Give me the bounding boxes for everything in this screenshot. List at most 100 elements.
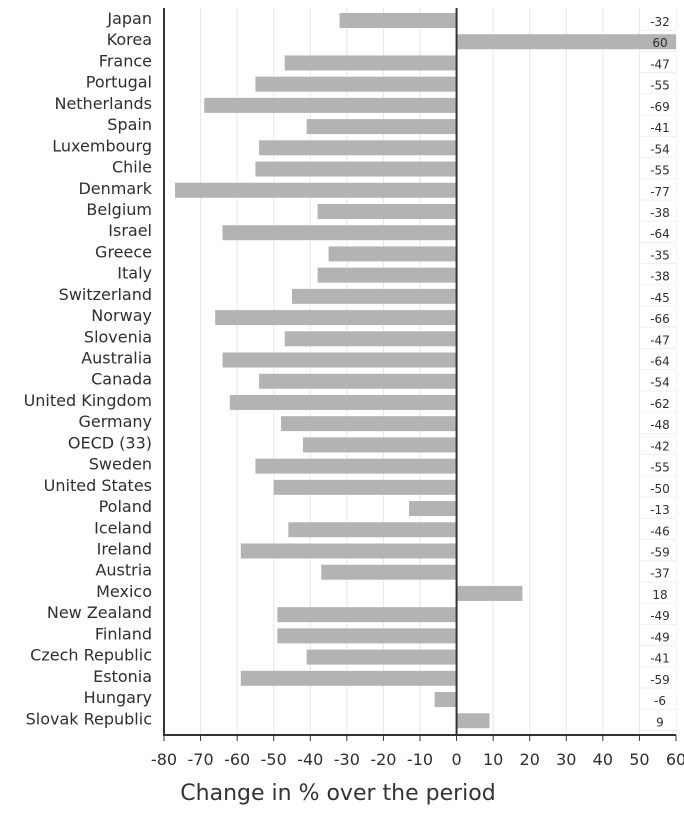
category-label: Germany bbox=[78, 412, 152, 431]
category-label: United States bbox=[44, 476, 152, 495]
category-label: Ireland bbox=[97, 540, 152, 559]
value-label: -59 bbox=[650, 546, 670, 560]
axes bbox=[163, 8, 677, 741]
x-tick-label: -30 bbox=[334, 750, 360, 769]
value-label: -49 bbox=[650, 609, 670, 623]
bar bbox=[434, 692, 457, 708]
category-label: Korea bbox=[107, 30, 152, 49]
bar bbox=[215, 310, 457, 326]
value-label: -47 bbox=[650, 57, 670, 71]
value-label: -41 bbox=[650, 121, 670, 135]
value-label: -55 bbox=[650, 164, 670, 178]
bar bbox=[204, 97, 457, 113]
value-labels: -3260-47-55-69-41-54-55-77-38-64-35-38-4… bbox=[650, 15, 670, 729]
value-label: -64 bbox=[650, 355, 670, 369]
x-tick-label: 40 bbox=[593, 750, 613, 769]
bar bbox=[277, 607, 457, 623]
category-label: United Kingdom bbox=[24, 391, 152, 410]
category-label: Norway bbox=[91, 306, 152, 325]
category-label: Switzerland bbox=[59, 285, 152, 304]
category-label: Australia bbox=[81, 349, 152, 368]
category-label: Estonia bbox=[93, 667, 152, 686]
value-label: -13 bbox=[650, 503, 670, 517]
bar bbox=[222, 225, 457, 241]
category-label: Mexico bbox=[96, 582, 152, 601]
category-label: Slovenia bbox=[84, 327, 152, 346]
bars bbox=[174, 13, 676, 729]
value-label: -48 bbox=[650, 418, 670, 432]
bar bbox=[456, 34, 676, 50]
value-label: -55 bbox=[650, 79, 670, 93]
bar bbox=[255, 76, 457, 92]
value-label: 18 bbox=[652, 588, 667, 602]
bar bbox=[321, 564, 457, 580]
bar bbox=[222, 352, 457, 368]
value-label: -42 bbox=[650, 439, 670, 453]
bar bbox=[409, 501, 457, 517]
category-label: New Zealand bbox=[47, 603, 152, 622]
category-label: Canada bbox=[91, 370, 152, 389]
category-label: Israel bbox=[108, 221, 152, 240]
bar bbox=[456, 585, 523, 601]
category-label: Czech Republic bbox=[30, 646, 152, 665]
category-label: Japan bbox=[106, 9, 152, 28]
x-tick-labels: -80 -70 -60 -50 -40 -30 -20 -10 0 10 20 30 40 50 60 bbox=[151, 750, 684, 769]
bar bbox=[255, 161, 457, 177]
category-labels: Japan Korea France Portugal Netherlands Spain… bbox=[24, 9, 153, 728]
value-label: -6 bbox=[654, 694, 666, 708]
value-label: 60 bbox=[652, 36, 667, 50]
bar bbox=[339, 13, 457, 28]
x-tick-label: 20 bbox=[520, 750, 540, 769]
value-label: 9 bbox=[656, 715, 664, 729]
value-label: -54 bbox=[650, 142, 670, 156]
value-label: -46 bbox=[650, 524, 670, 538]
value-label: -66 bbox=[650, 312, 670, 326]
x-tick-label: 30 bbox=[556, 750, 576, 769]
category-label: Slovak Republic bbox=[26, 709, 152, 728]
bar bbox=[284, 55, 457, 71]
category-label: Portugal bbox=[86, 73, 152, 92]
category-label: Spain bbox=[107, 115, 152, 134]
category-label: Italy bbox=[117, 264, 152, 283]
category-label: Hungary bbox=[84, 688, 152, 707]
category-label: Belgium bbox=[86, 200, 152, 219]
grid bbox=[200, 8, 677, 735]
bar bbox=[288, 522, 457, 538]
value-label: -49 bbox=[650, 630, 670, 644]
bar bbox=[302, 437, 457, 453]
bar bbox=[174, 182, 457, 198]
x-axis-title: Change in % over the period bbox=[180, 781, 495, 806]
x-tick-label: -80 bbox=[151, 750, 177, 769]
bar bbox=[317, 267, 457, 283]
value-label: -59 bbox=[650, 673, 670, 687]
category-label: Chile bbox=[112, 158, 152, 177]
x-tick-label: -50 bbox=[261, 750, 287, 769]
x-tick-label: -40 bbox=[297, 750, 323, 769]
value-column-bg bbox=[640, 8, 676, 735]
x-tick-label: -60 bbox=[224, 750, 250, 769]
bar bbox=[255, 458, 457, 474]
category-label: Finland bbox=[95, 624, 152, 643]
category-label: Greece bbox=[95, 242, 152, 261]
x-tick-label: 60 bbox=[666, 750, 684, 769]
value-label: -41 bbox=[650, 652, 670, 666]
bar bbox=[240, 670, 457, 686]
value-label: -38 bbox=[650, 270, 670, 284]
value-label: -69 bbox=[650, 100, 670, 114]
value-label: -62 bbox=[650, 397, 670, 411]
category-label: France bbox=[99, 51, 152, 70]
bar bbox=[259, 140, 457, 156]
x-tick-label: 50 bbox=[629, 750, 649, 769]
x-tick-label: -10 bbox=[407, 750, 433, 769]
value-label: -38 bbox=[650, 206, 670, 220]
category-label: Austria bbox=[95, 561, 152, 580]
bar bbox=[292, 288, 457, 304]
category-label: Netherlands bbox=[54, 94, 152, 113]
value-label: -54 bbox=[650, 376, 670, 390]
x-tick-label: -70 bbox=[188, 750, 214, 769]
bar bbox=[281, 416, 457, 432]
category-label: Sweden bbox=[89, 455, 152, 474]
bar bbox=[277, 628, 457, 644]
category-label: Luxembourg bbox=[52, 136, 152, 155]
